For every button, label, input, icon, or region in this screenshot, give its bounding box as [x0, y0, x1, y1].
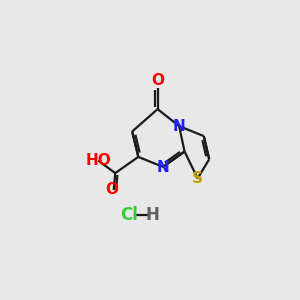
- Text: N: N: [173, 118, 185, 134]
- Text: S: S: [192, 171, 203, 186]
- Text: O: O: [106, 182, 119, 197]
- Text: Cl: Cl: [120, 206, 138, 224]
- Text: HO: HO: [85, 153, 111, 168]
- Text: H: H: [145, 206, 159, 224]
- Text: N: N: [157, 160, 169, 175]
- Text: O: O: [151, 73, 164, 88]
